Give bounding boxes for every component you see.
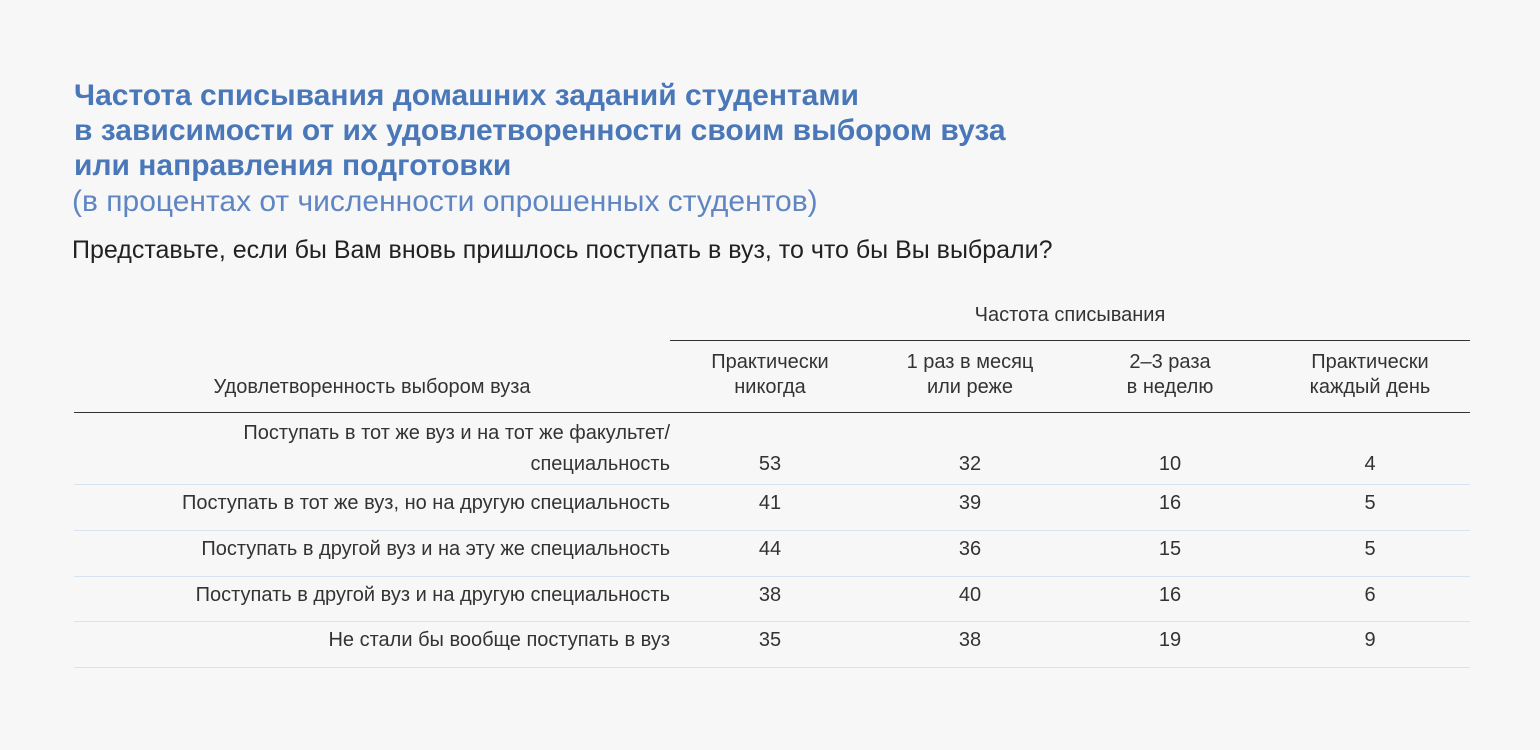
column-header-line: каждый день <box>1309 376 1431 398</box>
chart-title-line: в зависимости от их удовлетворенности св… <box>74 114 1006 147</box>
table-cell: 35 <box>758 629 782 651</box>
table-cell: 10 <box>1158 453 1182 475</box>
stub-header: Удовлетворенность выбором вуза <box>213 376 531 398</box>
row-divider <box>74 576 1470 577</box>
row-label-line: Поступать в тот же вуз, но на другую спе… <box>182 492 670 514</box>
row-label-line: Поступать в другой вуз и на другую специ… <box>195 584 670 606</box>
row-label: Поступать в тот же вуз, но на другую спе… <box>74 488 670 519</box>
row-label: Поступать в тот же вуз и на тот же факул… <box>74 418 670 480</box>
table-cell: 38 <box>958 629 982 651</box>
group-header: Частота списывания <box>974 304 1166 326</box>
table-cell: 16 <box>1158 584 1182 606</box>
table-cell: 5 <box>1364 538 1376 560</box>
row-label-line: Поступать в тот же вуз и на тот же факул… <box>243 422 670 444</box>
column-header-line: в неделю <box>1126 376 1214 398</box>
column-header-line: Практически <box>1311 351 1429 373</box>
row-label: Поступать в другой вуз и на эту же специ… <box>74 534 670 565</box>
column-header-line: Практически <box>711 351 829 373</box>
data-table: Частота списывания Удовлетворенность выб… <box>74 300 1470 680</box>
table-cell: 40 <box>958 584 982 606</box>
table-cell: 15 <box>1158 538 1182 560</box>
column-header: Практически никогда <box>670 350 870 400</box>
chart-title-line: Частота списывания домашних заданий студ… <box>74 79 859 112</box>
group-header-rule <box>670 340 1470 341</box>
table-cell: 19 <box>1158 629 1182 651</box>
chart-title: Частота списывания домашних заданий студ… <box>74 78 1374 183</box>
table-cell: 36 <box>958 538 982 560</box>
column-header-line: или реже <box>926 376 1014 398</box>
table-cell: 9 <box>1364 629 1376 651</box>
chart-subtitle: (в процентах от численности опрошенных с… <box>72 185 818 218</box>
column-header: 1 раз в месяц или реже <box>870 350 1070 400</box>
column-header: Практически каждый день <box>1270 350 1470 400</box>
row-label-line: Не стали бы вообще поступать в вуз <box>328 629 670 651</box>
table-cell: 38 <box>758 584 782 606</box>
column-header-line: 2–3 раза <box>1129 351 1211 373</box>
column-header-line: никогда <box>734 376 806 398</box>
table-cell: 16 <box>1158 492 1182 514</box>
table-cell: 4 <box>1364 453 1376 475</box>
table-cell: 5 <box>1364 492 1376 514</box>
row-label: Поступать в другой вуз и на другую специ… <box>74 580 670 611</box>
table-cell: 44 <box>758 538 782 560</box>
row-divider <box>74 484 1470 485</box>
chart-title-line: или направления подготовки <box>74 149 512 182</box>
row-label-line: специальность <box>530 453 670 475</box>
column-header-line: 1 раз в месяц <box>906 351 1034 373</box>
table-cell: 41 <box>758 492 782 514</box>
table-cell: 6 <box>1364 584 1376 606</box>
table-cell: 39 <box>958 492 982 514</box>
column-header: 2–3 раза в неделю <box>1070 350 1270 400</box>
row-divider <box>74 667 1470 668</box>
row-divider <box>74 621 1470 622</box>
row-label-line: Поступать в другой вуз и на эту же специ… <box>201 538 670 560</box>
table-cell: 53 <box>758 453 782 475</box>
row-divider <box>74 530 1470 531</box>
survey-question: Представьте, если бы Вам вновь пришлось … <box>72 236 1053 264</box>
header-rule <box>74 412 1470 413</box>
row-label: Не стали бы вообще поступать в вуз <box>74 625 670 656</box>
table-cell: 32 <box>958 453 982 475</box>
